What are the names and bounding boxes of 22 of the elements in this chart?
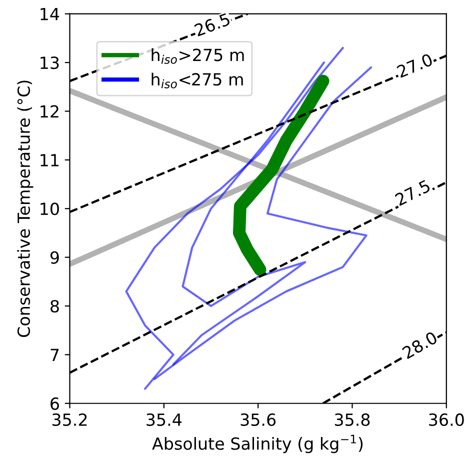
x-tick-label: 35.8 (334, 413, 370, 426)
y-tick-label: 6 (50, 397, 59, 410)
x-axis-title: Absolute Salinity (g kg$^{−1}$) (152, 434, 363, 454)
x-tick-label: 35.6 (240, 413, 276, 426)
annotation: 26.5 (194, 12, 231, 37)
y-tick-label: 14 (40, 8, 60, 20)
y-axis-title: Conservative Temperature (°C) (17, 80, 34, 338)
y-tick-label: 13 (40, 56, 59, 70)
y-tick-label: 7 (50, 348, 59, 362)
x-tick-label: 36.0 (429, 413, 464, 426)
x-tick-label: 35.4 (146, 413, 182, 426)
x-tick-label: 35.2 (52, 413, 87, 426)
y-tick-label: 8 (50, 300, 59, 313)
y-tick-label: 9 (50, 251, 59, 264)
annotation: 27.5 (394, 179, 431, 206)
y-tick-label: 10 (40, 202, 59, 216)
annotation: 28.0 (402, 330, 438, 360)
legend-label: h$_{iso}$>275 m (152, 48, 244, 64)
annotation: 27.0 (396, 53, 434, 78)
y-tick-label: 11 (40, 154, 58, 166)
legend-label: h$_{iso}$<275 m (152, 72, 243, 88)
y-tick-label: 12 (40, 105, 58, 118)
